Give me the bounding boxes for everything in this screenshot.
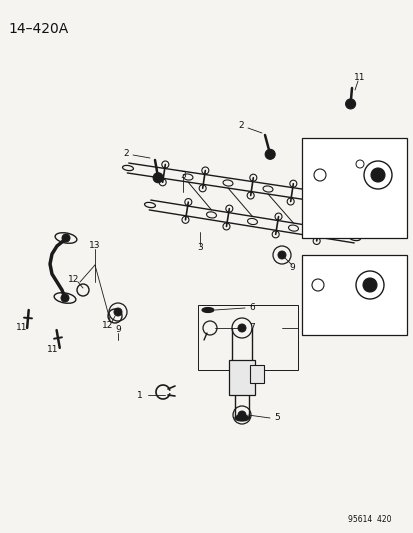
Circle shape bbox=[237, 324, 245, 332]
Ellipse shape bbox=[235, 415, 248, 421]
Text: 14: 14 bbox=[319, 294, 329, 303]
Bar bbox=[228, 360, 254, 395]
Text: 13: 13 bbox=[89, 240, 100, 249]
Text: 3: 3 bbox=[180, 171, 185, 180]
Bar bbox=[301, 255, 406, 335]
Text: 10: 10 bbox=[321, 181, 331, 190]
Text: 4: 4 bbox=[331, 215, 337, 224]
Bar bbox=[249, 365, 263, 383]
Text: 2: 2 bbox=[237, 122, 243, 131]
Text: 11: 11 bbox=[16, 324, 28, 333]
Text: 8: 8 bbox=[304, 324, 310, 333]
Text: 11: 11 bbox=[47, 345, 59, 354]
Text: 9: 9 bbox=[115, 326, 121, 335]
Circle shape bbox=[362, 278, 376, 292]
Text: 14–420A: 14–420A bbox=[8, 22, 68, 36]
Text: 1: 1 bbox=[137, 391, 142, 400]
Circle shape bbox=[237, 411, 245, 419]
Text: 15: 15 bbox=[333, 313, 345, 322]
Text: 1995: 1995 bbox=[333, 228, 356, 237]
Text: 3: 3 bbox=[197, 244, 202, 253]
Circle shape bbox=[153, 173, 163, 183]
Circle shape bbox=[61, 294, 69, 302]
Text: 12: 12 bbox=[68, 276, 79, 285]
Text: 1996: 1996 bbox=[333, 326, 356, 335]
Text: 95614  420: 95614 420 bbox=[347, 515, 391, 524]
Bar bbox=[301, 138, 406, 238]
Text: 5: 5 bbox=[273, 414, 279, 423]
Bar bbox=[197, 305, 297, 370]
Text: 12: 12 bbox=[102, 320, 114, 329]
Circle shape bbox=[265, 149, 275, 159]
Text: 2: 2 bbox=[123, 149, 128, 157]
Text: 11: 11 bbox=[354, 74, 365, 83]
Circle shape bbox=[277, 251, 285, 259]
Text: 9: 9 bbox=[288, 263, 294, 272]
Text: 7: 7 bbox=[249, 324, 254, 333]
Circle shape bbox=[114, 308, 122, 316]
Circle shape bbox=[345, 99, 355, 109]
Ellipse shape bbox=[202, 308, 214, 312]
Circle shape bbox=[62, 234, 70, 242]
Circle shape bbox=[370, 168, 384, 182]
Text: 6: 6 bbox=[249, 303, 254, 311]
